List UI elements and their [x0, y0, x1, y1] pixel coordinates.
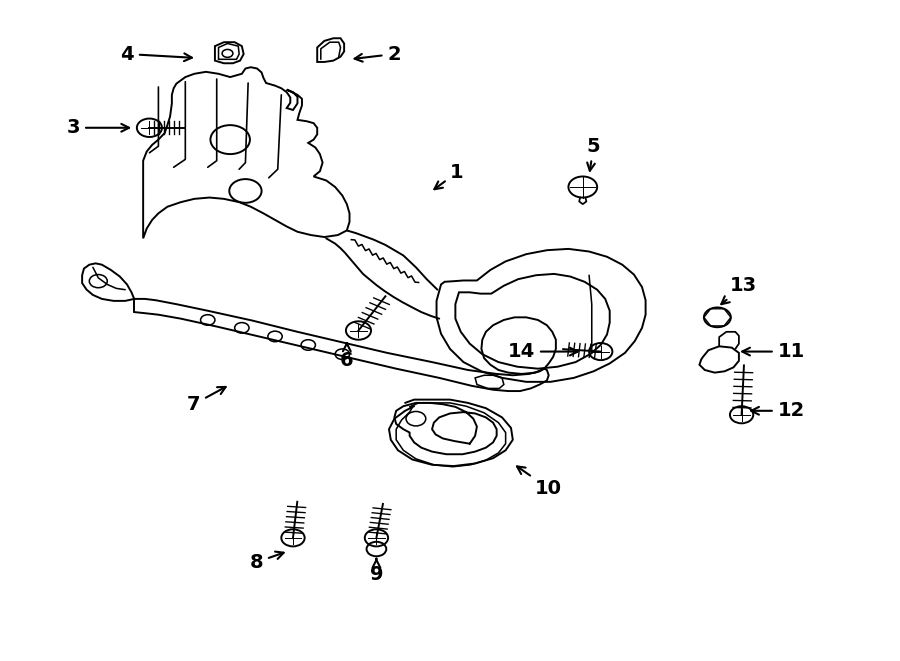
- Text: 10: 10: [517, 467, 562, 498]
- Text: 4: 4: [121, 44, 192, 63]
- Text: 13: 13: [721, 276, 757, 304]
- Text: 6: 6: [340, 344, 354, 369]
- Text: 7: 7: [187, 387, 226, 414]
- Text: 2: 2: [355, 44, 400, 63]
- Text: 5: 5: [587, 137, 600, 171]
- Text: 8: 8: [250, 551, 284, 572]
- Text: 3: 3: [67, 118, 129, 137]
- Text: 9: 9: [370, 559, 383, 584]
- Text: 12: 12: [752, 401, 805, 420]
- Text: 11: 11: [742, 342, 805, 361]
- Text: 1: 1: [435, 163, 464, 189]
- Text: 14: 14: [508, 342, 578, 361]
